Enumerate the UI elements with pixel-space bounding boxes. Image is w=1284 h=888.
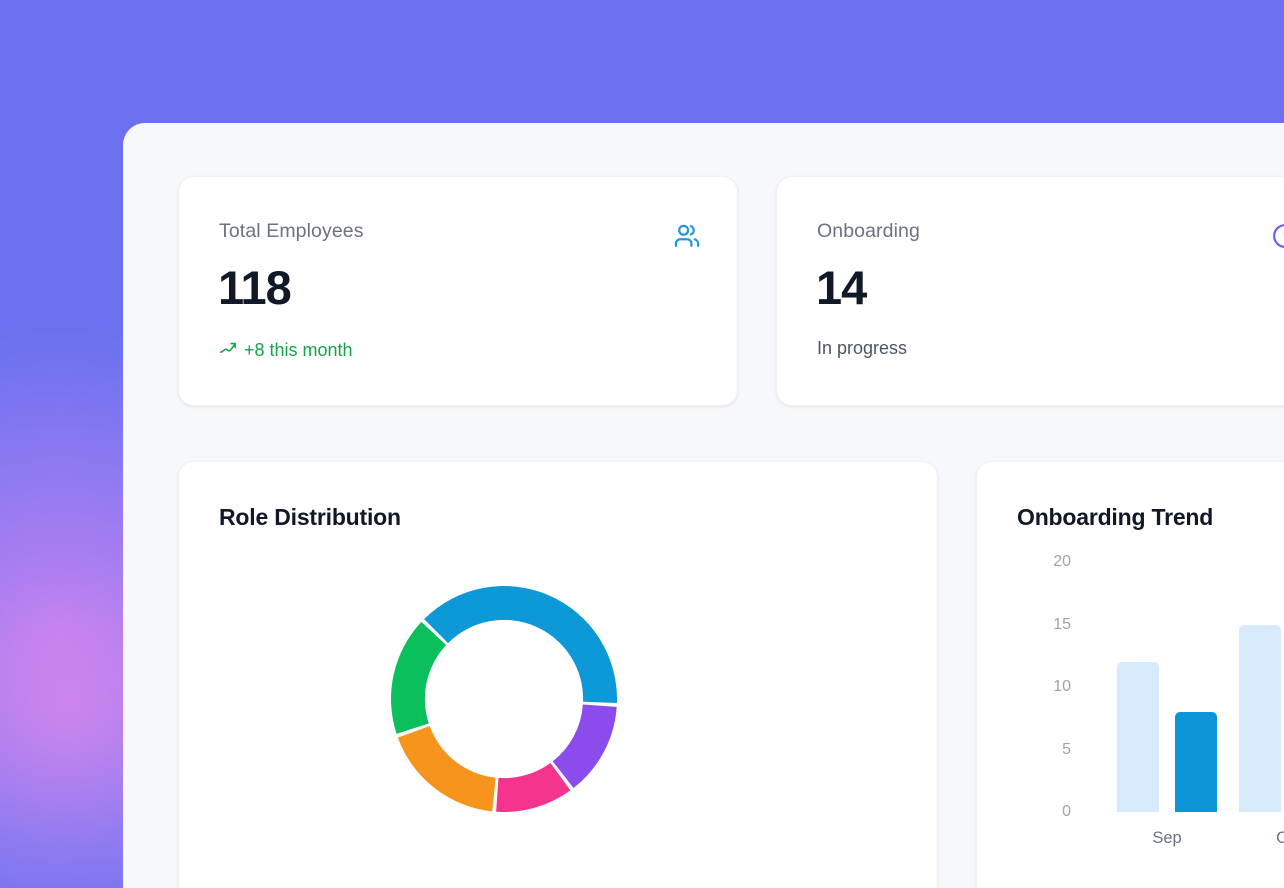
x-axis-group-label-oct: Oct: [1234, 830, 1284, 847]
donut-slice-engineering[interactable]: [424, 586, 617, 703]
donut-slice-design[interactable]: [552, 704, 617, 789]
panel-role-distribution: Role Distribution: [178, 461, 938, 888]
users-icon: [673, 222, 701, 255]
x-axis-group-label-sep: Sep: [1152, 829, 1182, 847]
donut-svg: [391, 586, 617, 812]
stat-card-header: Total Employees: [219, 220, 701, 255]
stat-card-label: Onboarding: [817, 220, 920, 242]
panel-title-onboarding-trend: Onboarding Trend: [1017, 504, 1214, 530]
app-window: Total Employees 118 +8 this month: [123, 123, 1284, 888]
stat-card-trend-label: +8 this month: [244, 339, 353, 360]
bar-oct-started[interactable]: [1239, 624, 1281, 812]
bar-sep-started[interactable]: [1117, 662, 1159, 812]
stat-card-trend: +8 this month: [219, 339, 353, 360]
stat-card-onboarding[interactable]: Onboarding 14 In progress: [776, 176, 1284, 406]
clock-icon: [1271, 222, 1284, 255]
donut-slice-operations[interactable]: [391, 621, 447, 734]
donut-slice-marketing[interactable]: [397, 726, 496, 812]
plot-area: [1081, 562, 1284, 812]
stat-card-value: 14: [816, 261, 867, 314]
stat-card-total-employees[interactable]: Total Employees 118 +8 this month: [178, 176, 738, 406]
donut-slice-sales[interactable]: [496, 762, 571, 812]
y-axis-tick-label: 15: [1053, 615, 1071, 633]
stat-card-value: 118: [218, 261, 292, 314]
stat-card-status-label: In progress: [817, 338, 908, 358]
onboarding-trend-bar-chart[interactable]: 0 5 10 15 20 Sep Oct: [1019, 552, 1284, 872]
panel-onboarding-trend: Onboarding Trend 0 5 10 15 20 Sep Oct: [976, 461, 1284, 888]
trend-up-icon: [219, 339, 237, 360]
stat-card-status: In progress: [817, 339, 907, 357]
stat-card-header: Onboarding: [817, 220, 1284, 255]
y-axis-tick-label: 5: [1062, 740, 1071, 758]
role-distribution-donut-chart[interactable]: [379, 574, 629, 824]
panel-title-role-distribution: Role Distribution: [219, 504, 401, 530]
y-axis-tick-label: 10: [1053, 678, 1071, 695]
bar-sep-completed[interactable]: [1175, 712, 1217, 812]
y-axis-tick-label: 20: [1053, 553, 1071, 570]
stat-card-label: Total Employees: [219, 220, 364, 242]
y-axis-tick-label: 0: [1062, 803, 1071, 820]
